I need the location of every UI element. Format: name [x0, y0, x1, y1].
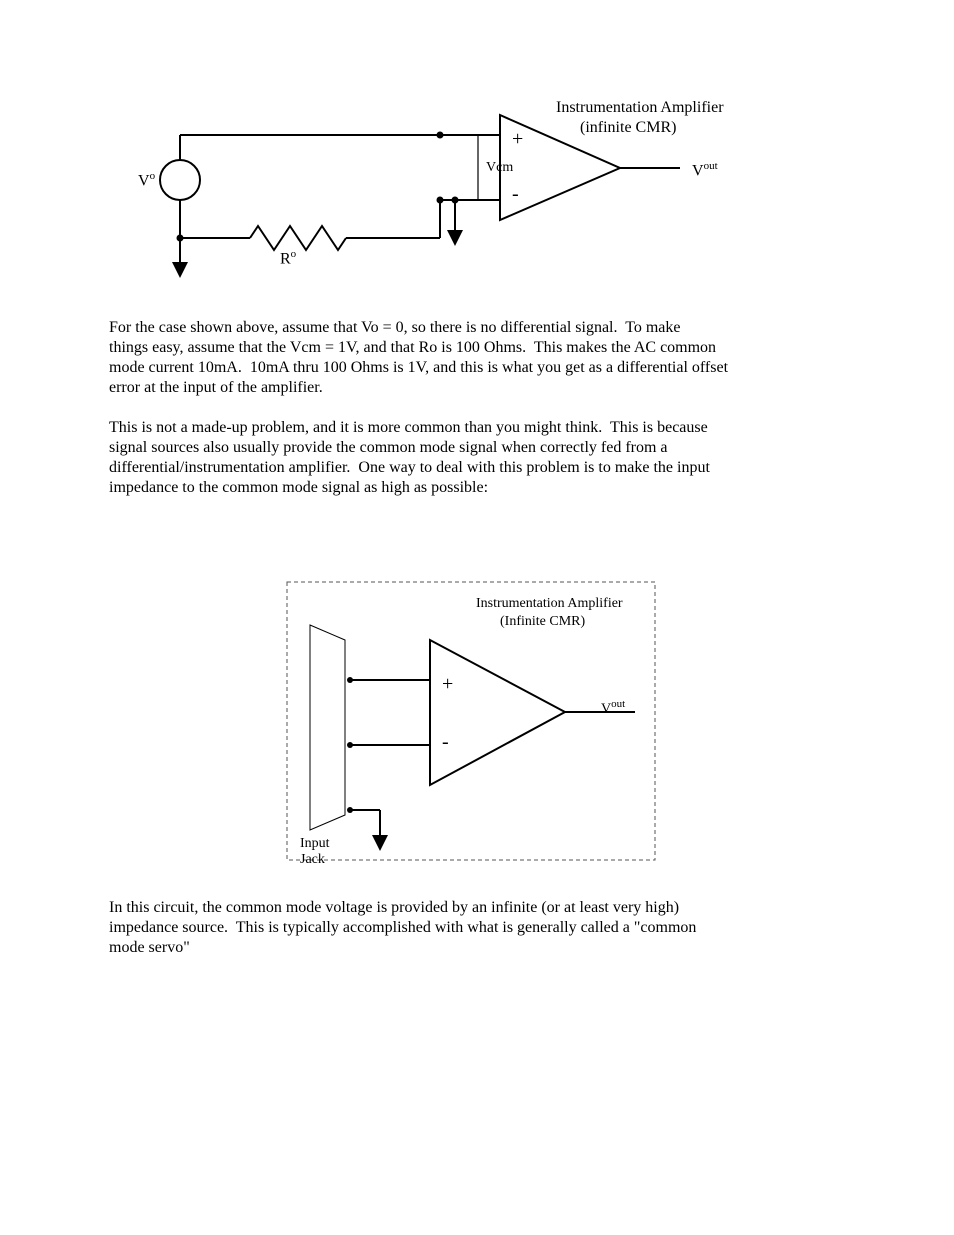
fig2-border [287, 582, 655, 860]
para3-line1: In this circuit, the common mode voltage… [109, 898, 679, 917]
fig2-amp-plus: + [442, 673, 453, 695]
para3-line2: impedance source. This is typically acco… [109, 918, 696, 937]
fig2-vout: Vout [601, 698, 625, 718]
fig2-note-instr: Instrumentation Amplifier [476, 596, 623, 613]
fig2-note-cmr: (Infinite CMR) [500, 614, 585, 631]
figure-2-svg: + - [0, 0, 954, 1235]
page: + - Vout Vo Ro Instrumentation Amplifier… [0, 0, 954, 1235]
fig2-amp-minus: - [442, 731, 449, 753]
para3-line3: mode servo" [109, 938, 190, 957]
fig2-jack-label: Input Jack [300, 836, 330, 868]
